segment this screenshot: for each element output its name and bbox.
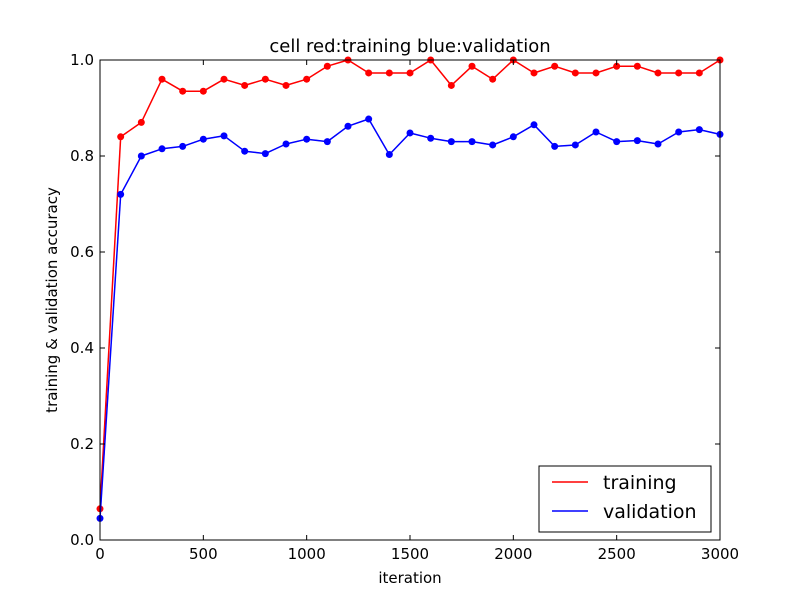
y-tick-label: 0.0 [70, 531, 94, 549]
data-point-training [158, 75, 166, 83]
data-point-validation [137, 152, 145, 160]
data-point-validation [695, 126, 703, 134]
y-tick-label: 0.2 [70, 435, 94, 453]
legend-box [538, 465, 712, 533]
data-point-training [385, 69, 393, 77]
data-point-training [137, 118, 145, 126]
data-point-validation [489, 141, 497, 149]
y-tick-label: 0.8 [70, 147, 94, 165]
data-point-training [530, 69, 538, 77]
x-tick-label: 0 [95, 545, 105, 563]
legend-label-training: training [603, 472, 677, 494]
y-tick-label: 0.6 [70, 243, 94, 261]
data-point-validation [241, 147, 249, 155]
data-point-validation [220, 132, 228, 140]
data-point-validation [571, 141, 579, 149]
data-point-validation [468, 138, 476, 146]
data-point-validation [406, 129, 414, 137]
data-point-validation [654, 140, 662, 148]
data-point-training [323, 62, 331, 70]
data-point-validation [633, 137, 641, 145]
data-point-validation [592, 128, 600, 136]
data-point-training [261, 75, 269, 83]
data-point-training [695, 69, 703, 77]
data-point-validation [385, 151, 393, 159]
data-point-training [365, 69, 373, 77]
x-tick-label: 2000 [494, 545, 532, 563]
data-point-validation [675, 128, 683, 136]
data-point-validation [117, 190, 125, 198]
data-point-training [447, 81, 455, 89]
data-point-validation [447, 138, 455, 146]
data-point-validation [261, 150, 269, 158]
data-point-training [592, 69, 600, 77]
x-tick-label: 2500 [598, 545, 636, 563]
data-point-training [675, 69, 683, 77]
data-point-training [551, 62, 559, 70]
legend: training validation [538, 465, 712, 533]
y-axis-label: training & validation accuracy [43, 187, 61, 413]
data-point-validation [509, 133, 517, 141]
data-point-training [282, 81, 290, 89]
data-point-training [489, 75, 497, 83]
data-point-validation [199, 135, 207, 143]
data-point-training [571, 69, 579, 77]
x-tick-label: 3000 [701, 545, 739, 563]
data-point-training [654, 69, 662, 77]
data-point-validation [158, 145, 166, 153]
x-tick-label: 1500 [391, 545, 429, 563]
x-tick-label: 500 [189, 545, 218, 563]
data-point-training [241, 81, 249, 89]
y-tick-label: 0.4 [70, 339, 94, 357]
data-point-validation [613, 138, 621, 146]
data-point-validation [303, 135, 311, 143]
data-point-training [220, 75, 228, 83]
data-point-validation [365, 115, 373, 123]
data-point-training [303, 75, 311, 83]
data-point-training [199, 87, 207, 95]
ticks-layer: 0 500 1000 1500 2000 2500 3000 0.0 0.2 0.4 0.6 0.8 1… [70, 51, 739, 563]
x-axis-label: iteration [378, 569, 441, 587]
data-point-validation [551, 142, 559, 150]
data-point-training [468, 62, 476, 70]
y-tick-label: 1.0 [70, 51, 94, 69]
plot-frame [99, 59, 721, 541]
data-point-validation [344, 122, 352, 130]
legend-label-validation: validation [603, 501, 697, 523]
series-layer [96, 56, 724, 522]
data-point-validation [282, 140, 290, 148]
data-point-training [633, 62, 641, 70]
chart-title: cell red:training blue:validation [269, 36, 550, 57]
data-point-validation [323, 138, 331, 146]
data-point-training [117, 133, 125, 141]
x-tick-label: 1000 [288, 545, 326, 563]
data-point-training [613, 62, 621, 70]
data-point-training [406, 69, 414, 77]
data-point-validation [427, 134, 435, 142]
data-point-validation [530, 121, 538, 129]
data-point-validation [179, 142, 187, 150]
data-point-training [179, 87, 187, 95]
